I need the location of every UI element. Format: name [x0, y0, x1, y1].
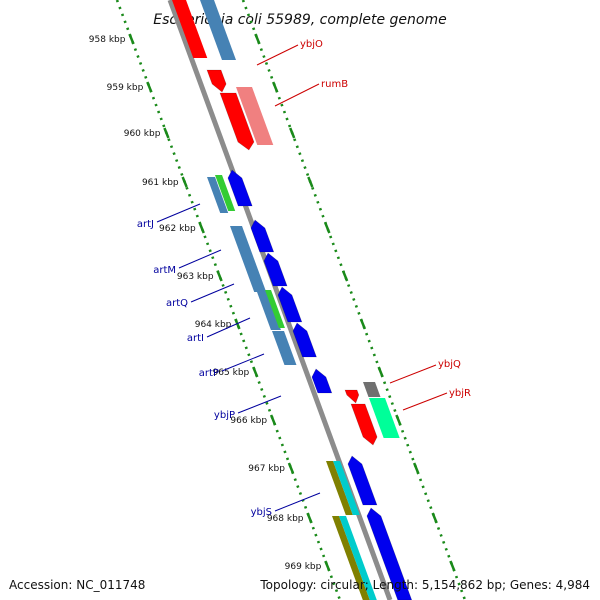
leader-line [178, 249, 222, 269]
gene-arrow [347, 455, 378, 506]
tick-label: 961 kbp [142, 178, 179, 188]
tick-label: 965 kbp [213, 368, 250, 378]
tick-label: 968 kbp [267, 514, 304, 524]
major-tick [377, 366, 384, 378]
tick-dot-track [241, 0, 467, 600]
major-tick [269, 414, 277, 426]
tick-label: 962 kbp [159, 224, 196, 234]
major-tick [395, 414, 402, 426]
gene-block [339, 516, 377, 600]
major-tick [341, 270, 349, 282]
ruler-ticks: 958 kbp 959 kbp 960 kbp 961 kbp 962 kbp 963 k… [89, 33, 456, 572]
leader-line [156, 203, 201, 223]
leader-line [389, 364, 437, 384]
accession-text: Accession: NC_011748 [9, 578, 146, 592]
major-tick [359, 318, 367, 330]
tick-label: 964 kbp [195, 320, 232, 330]
major-tick [412, 462, 420, 474]
gene-label-artm: artM [153, 265, 176, 276]
tick-label: 967 kbp [248, 464, 285, 474]
tick-label: 959 kbp [107, 83, 144, 93]
tick-label: 963 kbp [177, 272, 214, 282]
gene-label-artq: artQ [166, 298, 188, 309]
gene-arrow [292, 322, 317, 358]
major-tick [198, 222, 205, 234]
major-tick [146, 81, 153, 93]
genome-summary-text: Topology: circular; Length: 5,154,862 bp… [260, 578, 590, 592]
gene-block [215, 175, 236, 211]
gene-block [236, 87, 274, 145]
tick-label: 969 kbp [285, 562, 322, 572]
major-tick [254, 33, 261, 45]
gene-block [363, 382, 381, 397]
major-tick [216, 270, 223, 282]
gene-label-ybjp: ybjP [214, 410, 235, 421]
major-tick [324, 222, 331, 234]
gene-block [207, 177, 229, 213]
major-tick [181, 176, 188, 188]
gene-label-ybjo: ybjO [300, 39, 323, 50]
gene-block [333, 461, 360, 515]
gene-arrow [250, 219, 275, 253]
leader-line [237, 395, 282, 414]
gene-label-ybjr: ybjR [449, 388, 471, 399]
gene-label-artp: artP [199, 368, 219, 379]
major-tick [449, 560, 456, 572]
major-tick [431, 512, 438, 524]
leader-line [402, 392, 448, 411]
gene-block [272, 331, 297, 365]
major-tick [289, 127, 296, 139]
gene-arrow [344, 389, 360, 404]
gene-label-artj: artJ [137, 219, 154, 230]
gene-arrow [350, 403, 378, 446]
major-tick [324, 560, 331, 572]
gene-arrow [219, 92, 255, 151]
major-tick [272, 81, 279, 93]
tick-label: 966 kbp [230, 416, 267, 426]
gene-label-ybjs: ybjS [251, 507, 272, 518]
leader-line [206, 317, 251, 338]
leader-line [256, 44, 299, 66]
gene-block [332, 516, 370, 600]
leader-line [274, 83, 320, 107]
gene-arrow [206, 69, 227, 93]
gene-arrow [263, 252, 288, 287]
gene-arrow [366, 507, 413, 600]
gene-block [326, 461, 353, 515]
leader-line [190, 283, 235, 303]
major-tick [163, 127, 170, 139]
gene-label-rumb: rumB [321, 79, 348, 90]
gene-features [172, 0, 413, 600]
gene-block [172, 0, 208, 58]
leader-line [221, 353, 265, 372]
gene-label-ybjq: ybjQ [438, 359, 461, 370]
gene-block [265, 290, 285, 328]
tick-label: 960 kbp [124, 129, 161, 139]
tick-label: 958 kbp [89, 35, 126, 45]
major-tick [306, 512, 313, 524]
leader-line [274, 492, 321, 512]
major-tick [307, 176, 314, 188]
gene-arrow [227, 169, 253, 207]
gene-arrow [277, 286, 303, 323]
gene-label-arti: artI [187, 333, 204, 344]
major-tick [252, 366, 259, 378]
gene-labels: ybjO rumB artJ artM artQ artI artP ybjP ybjQ ybjR… [137, 39, 471, 518]
gene-block [369, 398, 400, 438]
gene-block [230, 226, 267, 292]
gene-block [257, 292, 281, 330]
gene-block [200, 0, 237, 60]
major-tick [287, 462, 295, 474]
gene-arrow [311, 368, 333, 394]
major-tick [128, 33, 135, 45]
map-title: Escherichia coli 55989, complete genome [153, 12, 446, 28]
